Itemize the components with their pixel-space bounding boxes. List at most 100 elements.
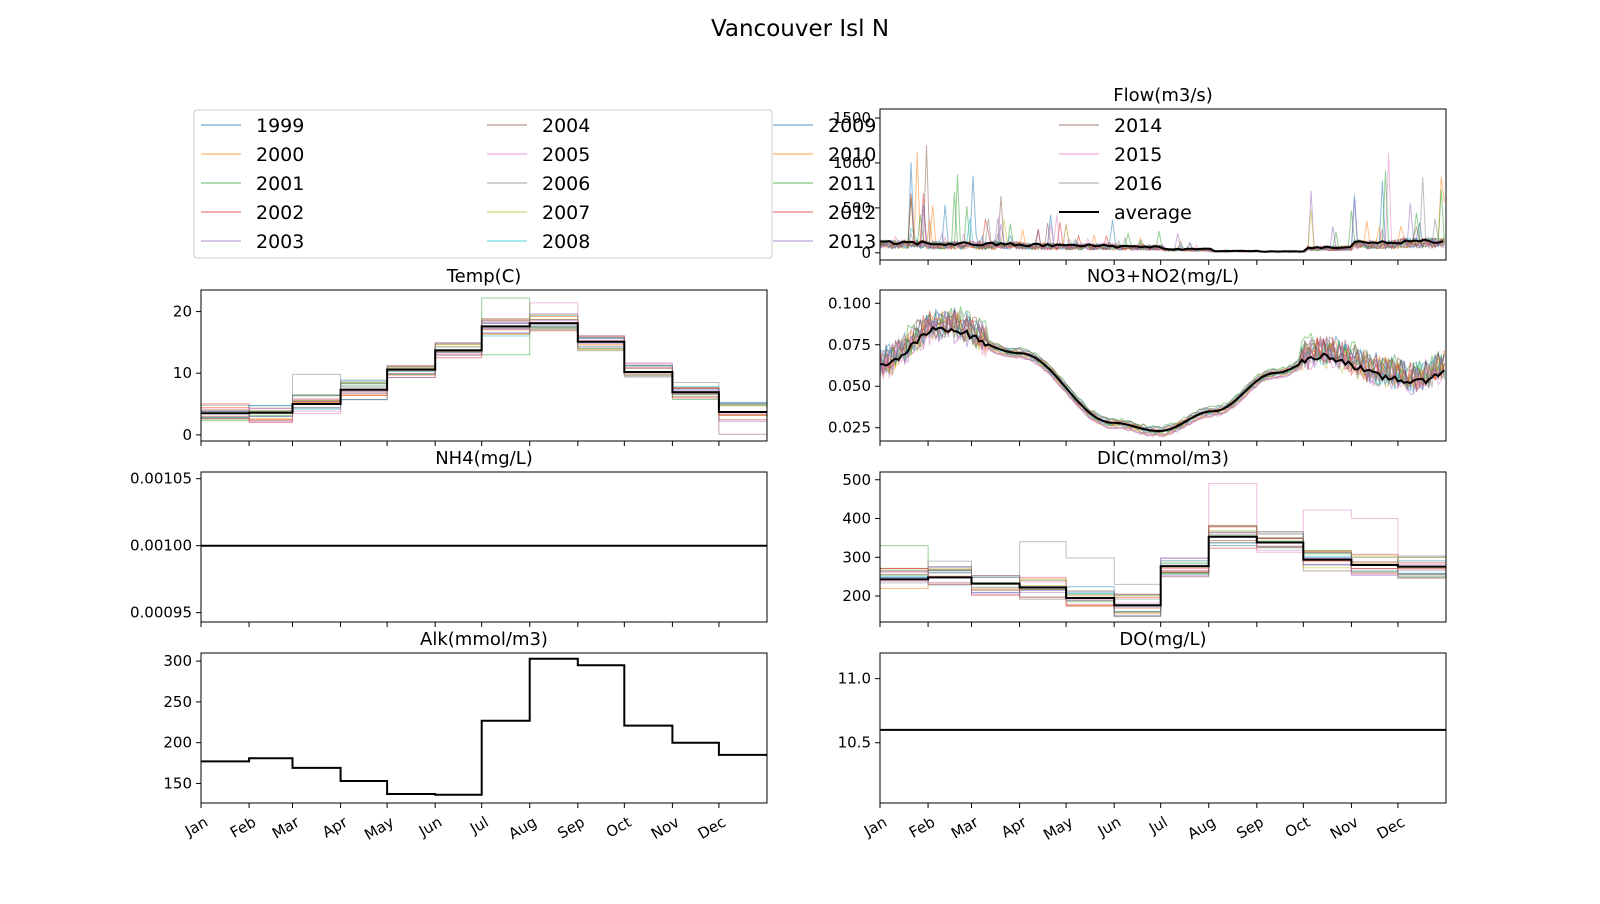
x-tick-label: Aug [505,813,539,843]
series-line [201,658,767,796]
axes-frame [200,652,768,804]
y-tick-label: 200 [163,734,192,752]
series-line [880,313,1445,434]
panel-title: DO(mg/L) [1119,629,1206,650]
legend-label: 2011 [828,173,876,195]
x-tick-label: Apr [319,812,351,841]
panel-alk: Alk(mmol/m3) 150 200 250 300 Jan Feb Mar Apr May J… [163,629,768,844]
series-line [201,297,767,422]
x-tick-label: Dec [1374,813,1408,843]
y-tick-label: 250 [163,693,192,711]
legend-label: 2014 [1114,115,1162,137]
legend-label: average [1114,202,1192,224]
series-line [201,658,767,796]
legend-label: 2012 [828,202,876,224]
series-line [201,658,767,796]
x-tick-label: Aug [1184,813,1218,843]
panel-nh4: NH4(mg/L) 0.00095 0.00100 0.00105 [130,448,768,627]
plot-area [880,145,1445,253]
series-line [201,327,767,421]
panel-dic: DIC(mmol/m3) 200 300 400 500 [842,448,1447,627]
legend-label: 2001 [256,173,304,195]
x-tick-label: Jun [415,813,445,841]
axes-frame [200,289,768,442]
series-line [201,324,767,422]
axes-frame [879,289,1447,442]
x-tick-label: Sep [554,813,587,843]
x-tick-label: Jan [860,813,890,841]
x-tick-label: Apr [998,812,1030,841]
x-tick-label: Nov [648,813,682,843]
y-tick-label: 150 [163,774,192,792]
plot-area [880,305,1446,438]
legend-label: 2000 [256,144,304,166]
panel-no3: NO3+NO2(mg/L) 0.025 0.050 0.075 0.100 [828,266,1447,446]
x-tick-label: Mar [269,812,303,842]
plot-area [201,297,767,435]
series-line [201,315,767,417]
series-line [201,316,767,420]
x-tick-label: May [1040,813,1076,844]
series-line [201,658,767,796]
series-line [201,314,767,420]
x-tick-label: Jul [1145,813,1171,838]
average-line [201,657,767,796]
legend-label: 2005 [542,144,590,166]
legend-label: 1999 [256,115,304,137]
x-tick-label: May [361,813,397,844]
x-tick-label: Dec [695,813,729,843]
series-line [201,658,767,796]
legend-label: 2015 [1114,144,1162,166]
y-tick-label: 20 [173,303,192,321]
y-tick-label: 500 [842,471,871,489]
x-tick-label: Sep [1233,813,1266,843]
plot-area [880,483,1446,618]
legend-frame [193,109,773,259]
legend-label: 2009 [828,115,876,137]
y-tick-label: 0.025 [828,419,871,437]
x-tick-label: Jul [466,813,492,838]
series-line [201,326,767,418]
y-tick-label: 11.0 [838,670,871,688]
legend-label: 2003 [256,231,304,253]
axes-frame [879,108,1447,261]
panel-title: Flow(m3/s) [1113,85,1213,106]
y-tick-label: 0.00105 [130,470,192,488]
x-tick-label: Feb [906,813,938,842]
series-line [201,658,767,796]
legend-label: 2002 [256,202,304,224]
series-line [201,329,767,419]
series-line [880,313,1445,437]
series-line [201,658,767,796]
plot-area [201,657,767,796]
x-tick-label: Mar [948,812,982,842]
average-line [880,238,1444,253]
axes-frame [879,652,1447,804]
y-tick-label: 0.100 [828,294,871,312]
legend-label: 2016 [1114,173,1162,195]
legend: 1999 2000 2001 2002 2003 2004 2005 2006 2007 2008… [193,109,1192,259]
x-tick-label: Oct [603,813,635,842]
x-tick-label: Jan [181,813,211,841]
y-tick-label: 300 [842,548,871,566]
average-line [880,325,1446,432]
y-tick-label: 400 [842,510,871,528]
panel-title: NO3+NO2(mg/L) [1087,266,1239,287]
series-line [201,321,767,435]
panel-flow: Flow(m3/s) 0 500 1000 1500 [833,85,1447,265]
panel-title: NH4(mg/L) [435,448,533,469]
series-line [201,658,767,796]
panel-temp: Temp(C) 0 10 20 [173,266,768,446]
legend-label: 2007 [542,202,590,224]
panel-title: DIC(mmol/m3) [1097,448,1229,469]
series-line [201,658,767,796]
series-line [201,658,767,796]
series-line [201,658,767,796]
legend-label: 2013 [828,231,876,253]
series-line [201,658,767,796]
y-tick-label: 0.050 [828,377,871,395]
y-tick-label: 300 [163,652,192,670]
y-tick-label: 0.00100 [130,537,192,555]
y-tick-label: 0 [861,244,871,262]
